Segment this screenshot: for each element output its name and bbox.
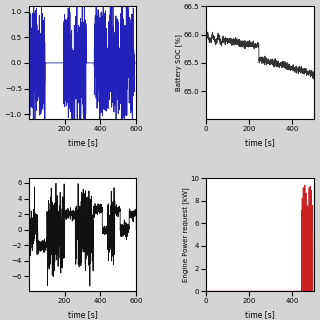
X-axis label: time [s]: time [s]: [245, 138, 275, 147]
X-axis label: time [s]: time [s]: [245, 310, 275, 319]
X-axis label: time [s]: time [s]: [68, 310, 97, 319]
Y-axis label: Engine Power request [kW]: Engine Power request [kW]: [182, 187, 189, 282]
X-axis label: time [s]: time [s]: [68, 138, 97, 147]
Y-axis label: Battery SOC [%]: Battery SOC [%]: [175, 35, 182, 91]
